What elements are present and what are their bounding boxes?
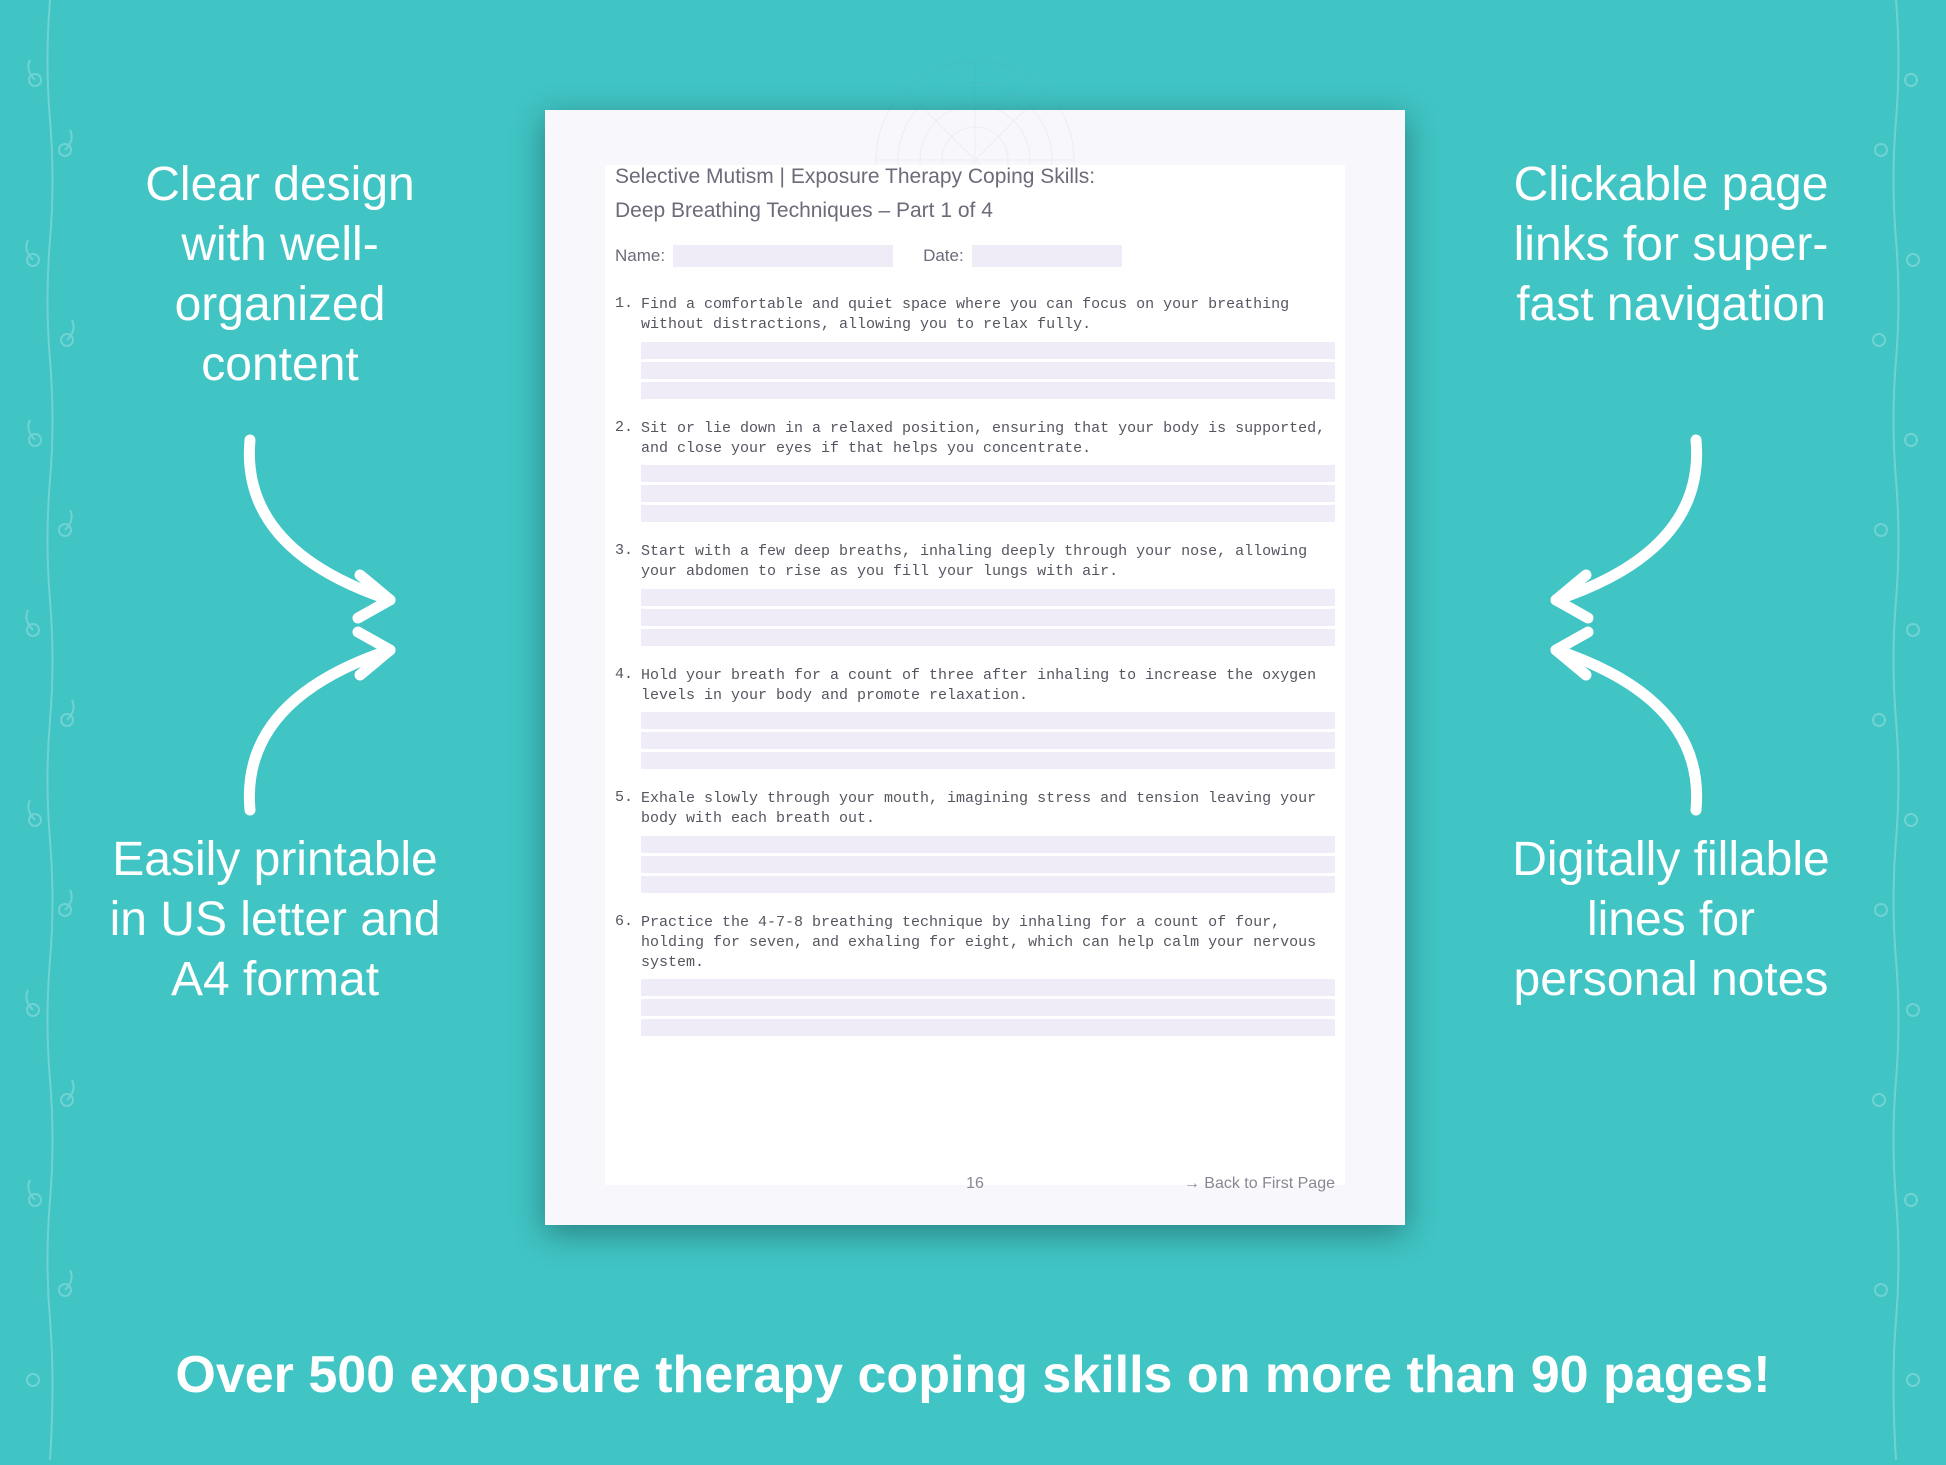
worksheet-items: 1. Find a comfortable and quiet space wh… xyxy=(615,295,1335,1036)
name-field: Name: xyxy=(615,245,893,267)
item-text: Practice the 4-7-8 breathing technique b… xyxy=(641,913,1335,974)
worksheet-item: 5. Exhale slowly through your mouth, ima… xyxy=(615,789,1335,893)
item-number: 2. xyxy=(615,419,633,523)
item-number: 1. xyxy=(615,295,633,399)
item-text: Find a comfortable and quiet space where… xyxy=(641,295,1335,336)
date-label: Date: xyxy=(923,246,964,266)
worksheet-item: 4. Hold your breath for a count of three… xyxy=(615,666,1335,770)
date-input[interactable] xyxy=(972,245,1122,267)
item-text: Exhale slowly through your mouth, imagin… xyxy=(641,789,1335,830)
arrow-top-right-icon xyxy=(1506,430,1726,635)
fill-lines[interactable] xyxy=(641,712,1335,769)
arrow-bottom-left-icon xyxy=(220,620,440,825)
worksheet-item: 2. Sit or lie down in a relaxed position… xyxy=(615,419,1335,523)
callout-bottom-left: Easily printable in US letter and A4 for… xyxy=(95,830,455,1010)
arrow-bottom-right-icon xyxy=(1506,620,1726,825)
fill-lines[interactable] xyxy=(641,342,1335,399)
item-number: 5. xyxy=(615,789,633,893)
item-text: Sit or lie down in a relaxed position, e… xyxy=(641,419,1335,460)
fill-lines[interactable] xyxy=(641,465,1335,522)
date-field: Date: xyxy=(923,245,1122,267)
floral-border-right xyxy=(1861,0,1931,1460)
worksheet-page: Selective Mutism | Exposure Therapy Copi… xyxy=(545,110,1405,1225)
worksheet-item: 6. Practice the 4-7-8 breathing techniqu… xyxy=(615,913,1335,1037)
item-number: 6. xyxy=(615,913,633,1037)
name-input[interactable] xyxy=(673,245,893,267)
item-text: Start with a few deep breaths, inhaling … xyxy=(641,542,1335,583)
floral-border-left xyxy=(15,0,85,1460)
item-number: 4. xyxy=(615,666,633,770)
worksheet-item: 3. Start with a few deep breaths, inhali… xyxy=(615,542,1335,646)
worksheet-title: Selective Mutism | Exposure Therapy Copi… xyxy=(615,165,1335,189)
callout-top-right: Clickable page links for super-fast navi… xyxy=(1506,155,1836,335)
worksheet-item: 1. Find a comfortable and quiet space wh… xyxy=(615,295,1335,399)
fill-lines[interactable] xyxy=(641,836,1335,893)
worksheet-inner: Selective Mutism | Exposure Therapy Copi… xyxy=(605,165,1345,1185)
back-to-first-page-link[interactable]: → Back to First Page xyxy=(1184,1175,1335,1193)
callout-top-left: Clear design with well-organized content xyxy=(110,155,450,395)
name-label: Name: xyxy=(615,246,665,266)
worksheet-meta-row: Name: Date: xyxy=(615,245,1335,267)
worksheet-subtitle: Deep Breathing Techniques – Part 1 of 4 xyxy=(615,199,1335,223)
callout-bottom-right: Digitally fillable lines for personal no… xyxy=(1506,830,1836,1010)
fill-lines[interactable] xyxy=(641,979,1335,1036)
page-number: 16 xyxy=(966,1175,984,1193)
arrow-top-left-icon xyxy=(220,430,440,635)
bottom-banner: Over 500 exposure therapy coping skills … xyxy=(0,1345,1946,1405)
item-text: Hold your breath for a count of three af… xyxy=(641,666,1335,707)
fill-lines[interactable] xyxy=(641,589,1335,646)
item-number: 3. xyxy=(615,542,633,646)
